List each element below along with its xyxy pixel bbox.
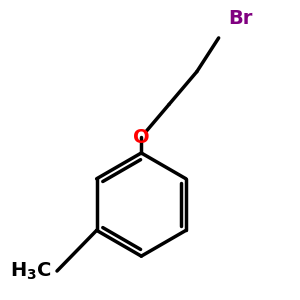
- Text: O: O: [133, 128, 150, 147]
- Text: Br: Br: [229, 9, 253, 28]
- Text: $\mathregular{H_3C}$: $\mathregular{H_3C}$: [10, 260, 52, 282]
